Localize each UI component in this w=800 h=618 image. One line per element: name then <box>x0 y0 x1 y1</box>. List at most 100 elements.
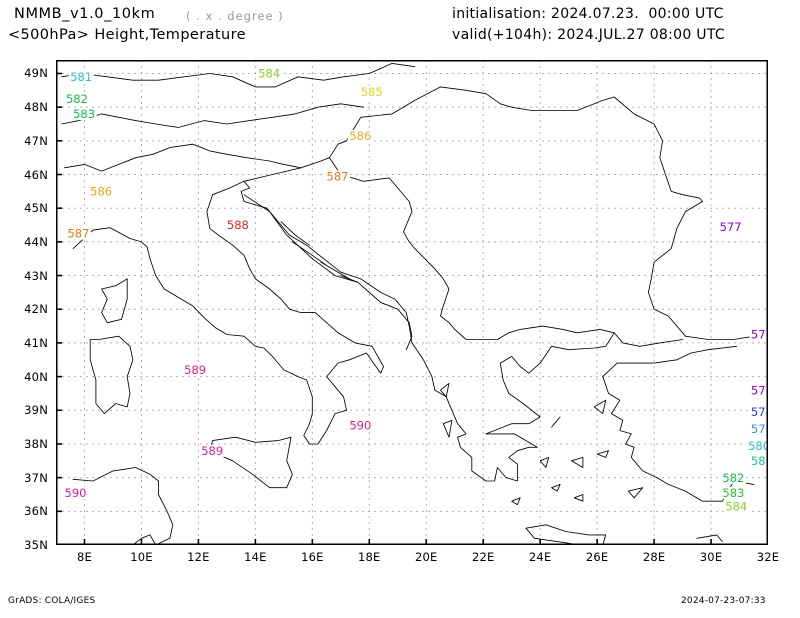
coastline-path <box>61 73 370 88</box>
contour-value-label: 582 <box>722 471 744 485</box>
coastline-path <box>525 524 607 545</box>
longitude-tick-label: 14E <box>244 550 267 564</box>
contour-value-label: 587 <box>327 169 349 183</box>
longitude-tick-label: 16E <box>301 550 324 564</box>
coastline-path <box>320 261 350 280</box>
contour-label-backdrop <box>88 185 114 198</box>
coastline-path <box>240 187 615 482</box>
map-background <box>56 60 768 545</box>
contour-label-backdrop <box>256 67 282 80</box>
contour-value-label: 589 <box>184 363 206 377</box>
contour-value-label: 581 <box>751 454 768 468</box>
coastline-path <box>602 376 755 502</box>
latitude-tick-label: 49N <box>24 66 48 81</box>
latitude-tick-label: 39N <box>24 403 48 418</box>
contour-value-label: 586 <box>349 129 371 143</box>
contour-value-label: 584 <box>725 499 747 513</box>
contour-label-backdrop <box>182 364 208 377</box>
latitude-tick-label: 48N <box>24 100 48 115</box>
longitude-tick-label: 20E <box>414 550 438 564</box>
contour-label-backdrop <box>64 92 90 105</box>
latitude-tick-label: 41N <box>24 335 48 350</box>
contour-label-backdrop <box>347 419 373 432</box>
contour-label-backdrop <box>199 444 225 457</box>
coastline-path <box>551 483 561 492</box>
coastline-path <box>596 450 609 458</box>
map-gridlines <box>56 60 768 545</box>
latitude-tick-label: 36N <box>24 504 48 519</box>
latitude-tick-label: 46N <box>24 167 48 182</box>
longitude-tick-label: 10E <box>130 550 153 564</box>
contour-value-label: 582 <box>66 92 88 106</box>
latitude-tick-label: 40N <box>24 369 48 384</box>
coastline-path <box>328 86 703 202</box>
contour-value-label: 577 <box>720 220 742 234</box>
latitude-tick-label: 44N <box>24 234 48 249</box>
contour-label-backdrop <box>347 129 373 142</box>
valid-time-label: valid(+104h): 2024.JUL.27 08:00 UTC <box>452 27 725 43</box>
contour-value-label: 583 <box>722 486 744 500</box>
coastline-path <box>571 456 584 468</box>
contour-map-plot: 581 582 583 584 585 586 586 587 587 588 589 589 590 5… <box>56 60 768 545</box>
contour-label-backdrop <box>68 71 94 84</box>
latitude-tick-label: 42N <box>24 302 48 317</box>
longitude-tick-label: 32E <box>756 550 780 564</box>
coastline-path <box>89 335 134 415</box>
latitude-tick-label: 38N <box>24 436 48 451</box>
generated-timestamp-label: 2024-07-23-07:33 <box>681 596 766 606</box>
contour-value-label: 590 <box>349 419 371 433</box>
coastline-path <box>132 534 151 545</box>
contour-label-backdrop <box>720 471 746 484</box>
resolution-note-label: ( . x . degree ) <box>186 9 284 23</box>
coastline-path <box>696 534 723 543</box>
longitude-tick-label: 22E <box>471 550 495 564</box>
coastline-path <box>380 302 413 351</box>
coastline-path <box>209 436 293 489</box>
coastline-path <box>647 201 755 340</box>
coastline-path <box>602 345 738 378</box>
coastline-path <box>101 278 128 324</box>
contour-value-label: 588 <box>227 218 249 232</box>
contour-value-label: 583 <box>73 107 95 121</box>
contour-value-label: 584 <box>258 67 280 81</box>
contour-label-backdrop <box>746 439 768 452</box>
contour-label-backdrop <box>749 406 768 419</box>
latitude-tick-label: 47N <box>24 133 48 148</box>
contour-value-label: 577 <box>751 328 768 342</box>
contour-value-label: 587 <box>67 227 89 241</box>
coastline-path <box>291 241 328 266</box>
contour-value-label: 578 <box>751 405 768 419</box>
contour-label-backdrop <box>749 422 768 435</box>
producer-credit-label: GrADS: COLA/IGES <box>8 596 96 606</box>
contour-label-backdrop <box>749 328 768 341</box>
contour-label-backdrop <box>723 500 749 513</box>
coastline-path <box>72 180 384 445</box>
contour-value-label: 586 <box>90 185 112 199</box>
longitude-tick-label: 12E <box>187 550 210 564</box>
contour-label-backdrop <box>71 108 97 121</box>
coastline-path <box>61 103 365 128</box>
coastline-path <box>511 497 521 506</box>
latitude-tick-label: 45N <box>24 201 48 216</box>
contour-value-label: 581 <box>70 70 92 84</box>
contour-label-backdrop <box>749 454 768 467</box>
coastline-path <box>593 399 607 415</box>
latitude-tick-label: 35N <box>24 538 48 552</box>
longitude-tick-label: 30E <box>699 550 723 564</box>
level-fields-label: <500hPa> Height,Temperature <box>8 27 246 43</box>
contour-value-label: 589 <box>201 444 223 458</box>
longitude-tick-label: 26E <box>585 550 609 564</box>
contour-map-svg: 5815825835845855865865875875885895895905… <box>56 60 768 545</box>
coastline-path <box>613 332 684 347</box>
contour-value-label: 580 <box>748 439 768 453</box>
latitude-tick-label: 43N <box>24 268 48 283</box>
contour-value-label: 590 <box>65 486 87 500</box>
contour-value-label: 579 <box>751 422 768 436</box>
coastline-path <box>340 275 359 283</box>
coastline-path <box>440 382 450 398</box>
coastline-path <box>442 419 453 438</box>
longitude-tick-label: 28E <box>642 550 666 564</box>
longitude-tick-label: 24E <box>528 550 552 564</box>
contour-label-backdrop <box>225 219 251 232</box>
